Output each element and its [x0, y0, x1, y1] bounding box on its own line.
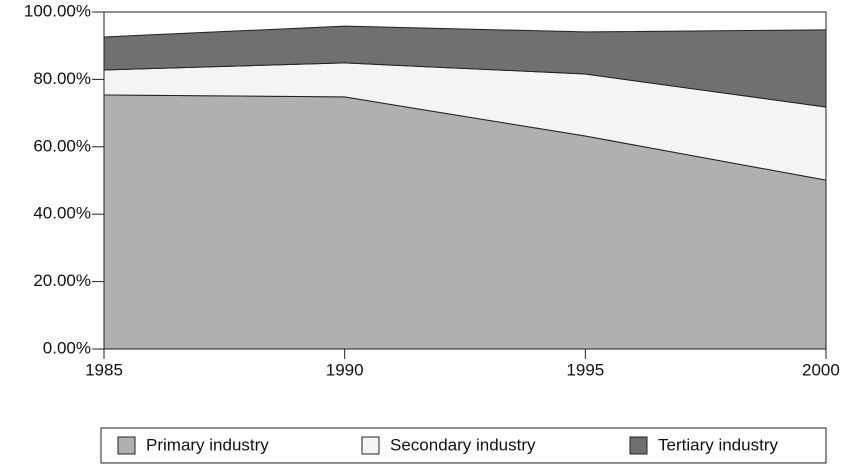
legend-label: Secondary industry [390, 435, 536, 454]
legend-label: Tertiary industry [658, 435, 778, 454]
legend-label: Primary industry [146, 435, 269, 454]
y-tick-label: 20.00% [33, 271, 91, 290]
legend-swatch [361, 436, 380, 455]
y-tick-label: 100.00% [24, 1, 91, 20]
y-tick-label: 0.00% [43, 338, 91, 357]
plot-frame [103, 11, 827, 350]
legend-box [100, 427, 827, 464]
x-tick-label: 1995 [566, 360, 604, 379]
x-tick-label: 1990 [326, 360, 364, 379]
x-tick-label: 2000 [802, 360, 840, 379]
y-tick-label: 80.00% [33, 69, 91, 88]
y-tick-label: 40.00% [33, 204, 91, 223]
y-tick-label: 60.00% [33, 136, 91, 155]
legend-swatch [117, 436, 136, 455]
x-tick-label: 1985 [85, 360, 123, 379]
legend-swatch [629, 436, 648, 455]
